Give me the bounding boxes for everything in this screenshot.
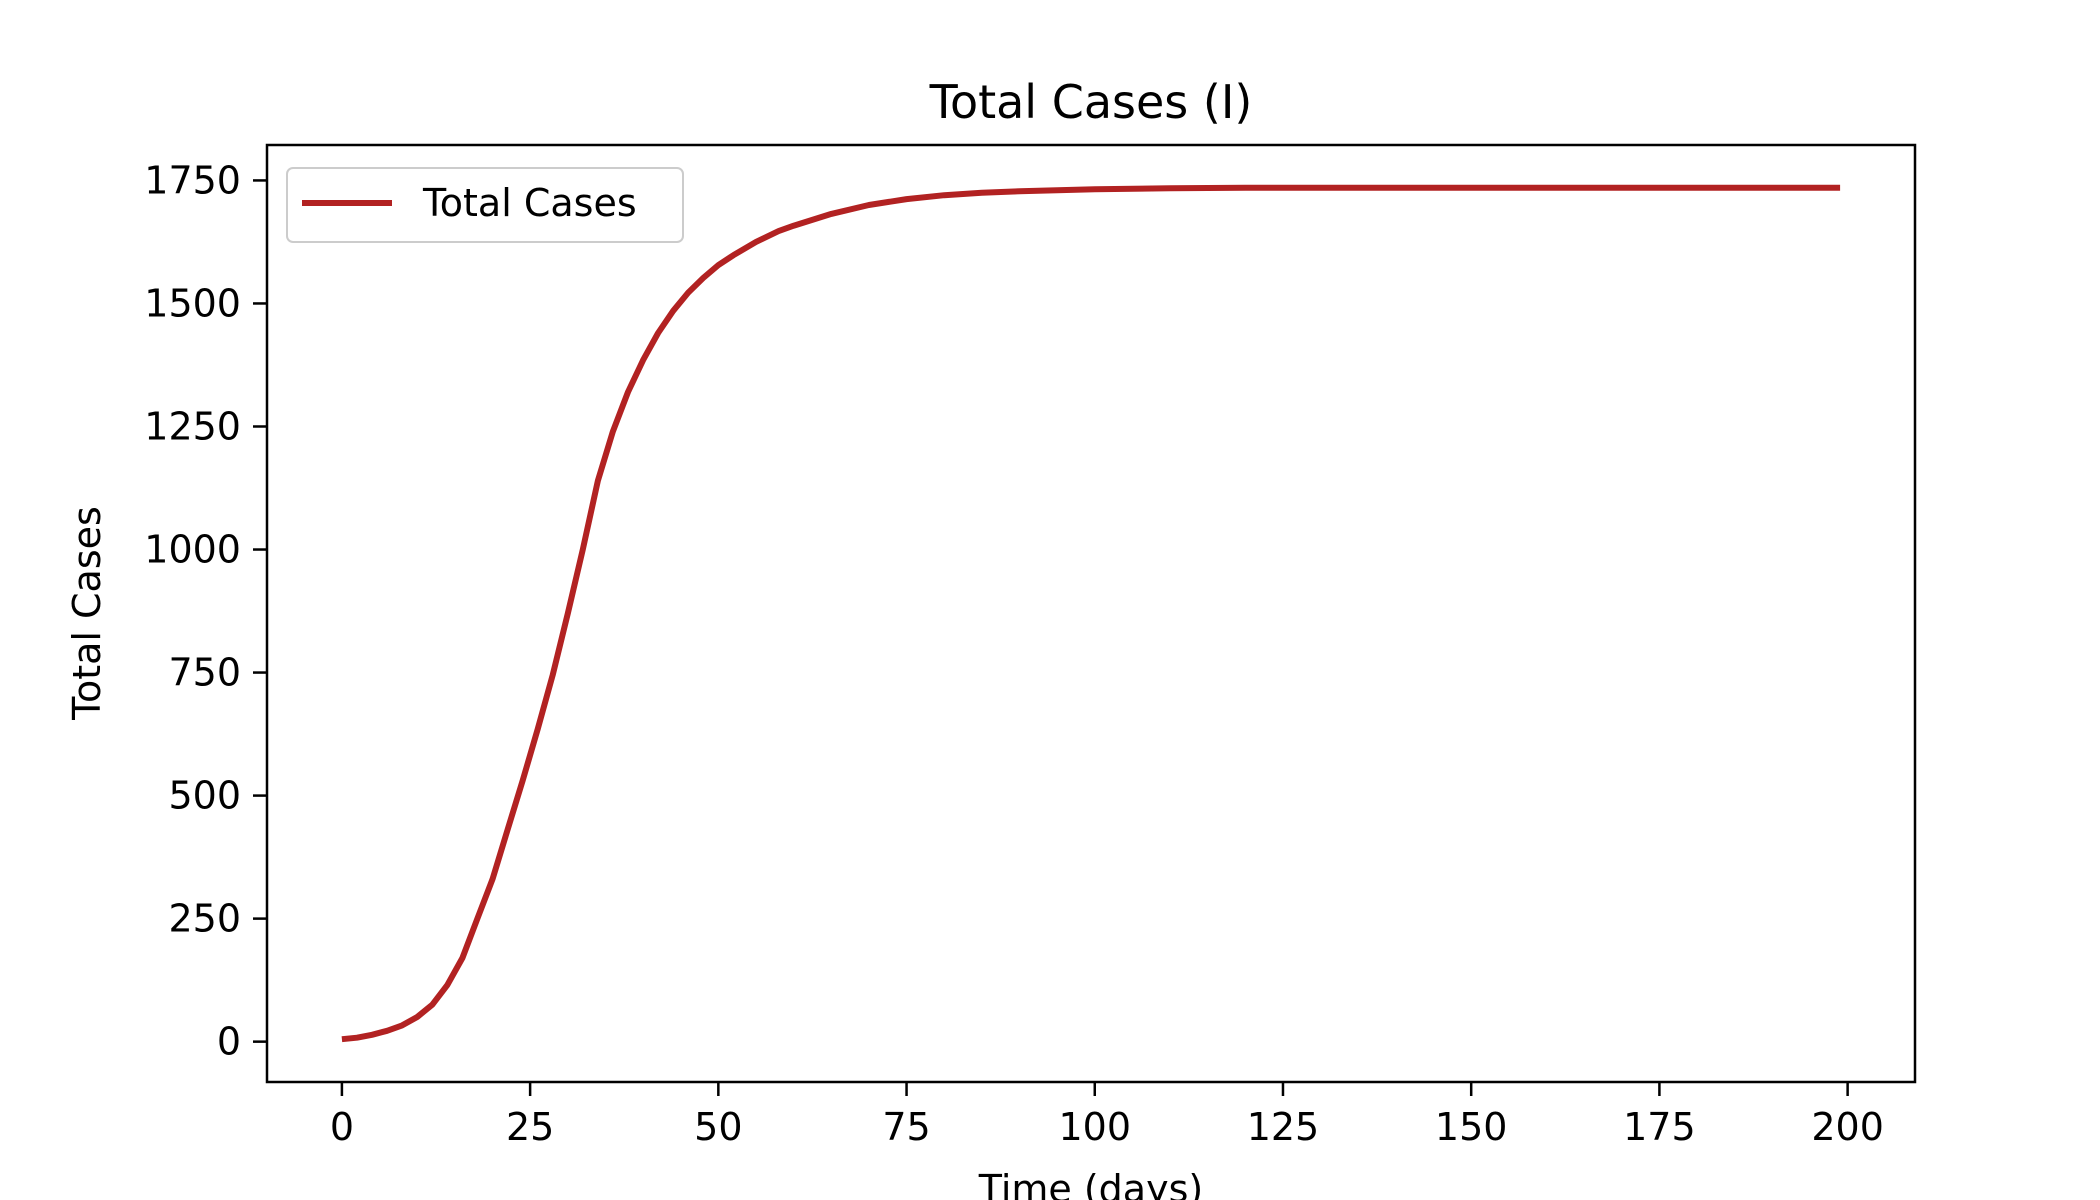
x-tick-label: 100 — [1058, 1105, 1131, 1149]
y-tick-label: 250 — [168, 897, 241, 941]
legend: Total Cases — [286, 167, 684, 243]
y-tick-label: 1000 — [144, 528, 241, 572]
x-tick-label: 150 — [1435, 1105, 1508, 1149]
chart-title: Total Cases (I) — [929, 75, 1253, 129]
x-tick-label: 0 — [330, 1105, 354, 1149]
x-axis: 0 25 50 75 100 125 150 175 200 — [330, 1082, 1884, 1149]
x-axis-label: Time (days) — [978, 1167, 1203, 1200]
x-tick-label: 200 — [1811, 1105, 1884, 1149]
x-tick-label: 50 — [694, 1105, 742, 1149]
y-tick-label: 500 — [168, 774, 241, 818]
plot-content — [341, 184, 1841, 1043]
y-tick-label: 1250 — [144, 404, 241, 448]
y-tick-label: 750 — [168, 651, 241, 695]
x-tick-label: 25 — [506, 1105, 554, 1149]
plot-frame — [265, 143, 1917, 1084]
y-tick-label: 0 — [217, 1020, 241, 1064]
y-axis-label: Total Cases — [65, 506, 109, 721]
x-tick-label: 75 — [882, 1105, 930, 1149]
plot-area — [267, 145, 1915, 1082]
x-tick-label: 175 — [1623, 1105, 1696, 1149]
y-tick-label: 1500 — [144, 281, 241, 325]
y-tick-label: 1750 — [144, 158, 241, 202]
y-axis: 0 250 500 750 1000 1250 1500 1750 — [144, 158, 267, 1064]
legend-label-total-cases: Total Cases — [422, 181, 637, 225]
x-tick-label: 125 — [1247, 1105, 1320, 1149]
legend-box — [286, 167, 684, 243]
series-line-total-cases — [341, 184, 1841, 1043]
